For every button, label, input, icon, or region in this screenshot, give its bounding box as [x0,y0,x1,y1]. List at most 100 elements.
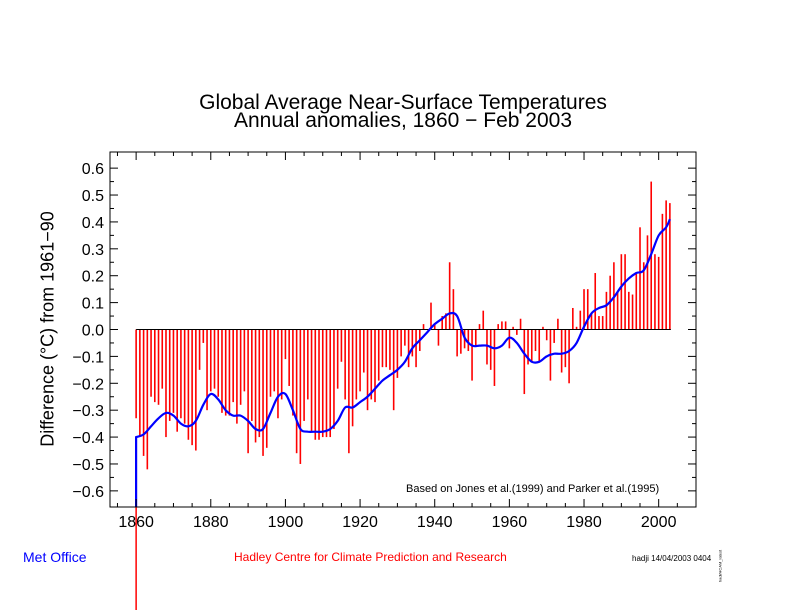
bar-1864 [150,329,152,397]
bar-1976 [568,329,570,384]
bar-1995 [639,227,641,330]
bar-1885 [228,329,231,416]
bar-1960 [508,329,511,349]
bar-1978 [575,326,578,330]
bar-1930 [396,329,399,378]
bar-1907 [310,329,313,432]
y-tick-label: 0.3 [82,242,104,259]
bar-1915 [340,329,343,362]
bar-1881 [213,329,216,389]
bar-1953 [482,310,485,330]
y-tick-label: −0.2 [72,376,104,393]
bar-1897 [273,329,276,392]
bar-2000 [657,256,660,330]
bar-1968 [538,329,541,362]
bar-1997 [646,235,649,330]
bar-1909 [318,329,320,440]
bar-1896 [269,329,272,397]
bar-1889 [243,329,246,392]
bar-1990 [620,254,623,330]
bar-1886 [232,329,234,403]
bar-1955 [489,329,492,370]
y-tick-label: −0.1 [72,349,104,366]
bar-1929 [392,329,395,411]
bar-1937 [422,324,425,330]
y-tick-label: 0.1 [82,296,104,313]
bar-1992 [628,291,630,330]
bar-1950 [471,329,473,381]
bar-1947 [460,329,462,354]
x-tick-label: 1940 [417,514,453,531]
y-tick-label: 0.0 [82,323,104,340]
smoothed-trend-line [135,218,671,507]
bar-1860 [135,329,137,419]
bar-1981 [586,289,589,330]
bar-1959 [504,321,507,330]
bar-1917 [348,329,350,454]
chart-title: Global Average Near-Surface Temperatures [199,91,607,114]
bar-1973 [557,318,559,330]
bar-1900 [284,329,287,360]
bar-1946 [456,329,458,357]
bar-1957 [497,324,499,330]
bar-1940 [433,324,436,330]
bar-1904 [299,329,302,464]
bar-1878 [202,329,205,343]
bar-1920 [359,329,361,392]
bar-1867 [161,329,164,389]
bar-1863 [146,329,149,470]
bar-1888 [239,329,242,405]
y-tick-label: −0.6 [72,484,104,501]
x-tick-label: 1920 [342,514,378,531]
bar-1966 [530,329,533,362]
chart-subtitle: Annual anomalies, 1860 − Feb 2003 [234,109,572,132]
bar-1932 [404,329,406,346]
met-office-label: Met Office [23,549,87,565]
bar-1935 [415,329,417,368]
x-tick-label: 1960 [492,514,528,531]
bar-series [135,181,671,610]
bar-1868 [165,329,167,438]
bar-1903 [295,329,298,454]
y-tick-label: 0.2 [82,269,104,286]
bar-2002 [665,200,667,330]
y-tick-label: 0.4 [82,215,104,232]
bar-1962 [516,329,518,335]
bar-1891 [251,329,253,421]
bar-1865 [153,329,156,403]
bar-1898 [277,329,279,419]
bar-1911 [325,329,328,438]
bar-1982 [590,313,593,330]
bar-1954 [486,329,488,365]
bar-1985 [601,316,604,330]
bar-1923 [370,329,373,400]
y-tick-label: −0.5 [72,457,104,474]
bar-1895 [265,329,268,448]
x-tick-label: 1900 [268,514,304,531]
bar-1866 [157,329,160,405]
bar-1944 [448,262,451,330]
bar-1999 [654,254,656,330]
bar-1970 [545,329,548,341]
bar-1993 [631,294,634,330]
bar-1979 [579,310,582,330]
bar-1984 [598,316,600,330]
bar-1922 [366,329,369,411]
bar-1882 [217,329,220,397]
bar-1877 [198,329,201,370]
bar-1873 [183,329,186,424]
bar-1916 [344,329,346,400]
bar-1883 [221,329,223,413]
bar-1919 [355,329,358,400]
y-tick-label: 0.6 [82,161,104,178]
bar-1956 [493,329,496,386]
bar-1964 [523,329,526,395]
bar-1989 [616,291,619,330]
bar-1912 [329,329,332,438]
bar-1933 [407,329,410,368]
bar-1983 [594,273,597,330]
bar-1975 [564,329,567,368]
bar-1949 [467,329,470,352]
x-tick-label: 1980 [566,514,602,531]
